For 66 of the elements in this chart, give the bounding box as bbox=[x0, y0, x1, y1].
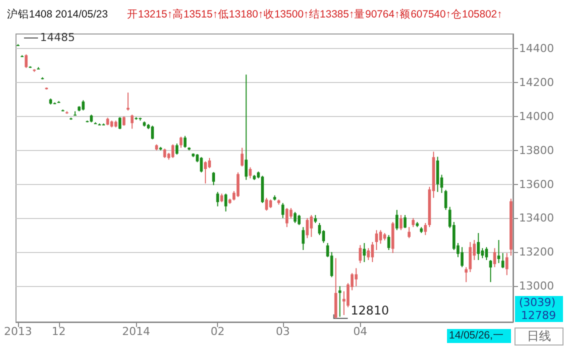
text: (3039) bbox=[519, 296, 556, 309]
candlestick bbox=[240, 147, 244, 167]
candlestick bbox=[371, 242, 374, 263]
candlestick bbox=[354, 268, 358, 287]
candlestick bbox=[200, 156, 203, 173]
candlestick bbox=[184, 135, 186, 148]
text: 日线 bbox=[527, 329, 551, 343]
x-tick-label: 03 bbox=[276, 325, 290, 338]
x-tick-label: 2013 bbox=[4, 325, 32, 338]
candlestick bbox=[379, 230, 382, 244]
chart-title: 沪铝1408 2014/05/23 bbox=[7, 8, 108, 20]
candlestick bbox=[404, 214, 406, 229]
candlestick bbox=[497, 239, 500, 264]
y-tick-label: 13200 bbox=[519, 246, 554, 259]
y-tick-label: 13400 bbox=[519, 212, 554, 225]
candlestick bbox=[310, 214, 313, 238]
candlestick bbox=[171, 144, 174, 158]
candlestick bbox=[298, 214, 301, 226]
candlestick bbox=[208, 157, 211, 169]
y-tick-label: 14000 bbox=[519, 110, 554, 123]
candlestick bbox=[122, 116, 126, 126]
candlestick bbox=[151, 125, 154, 140]
candlestick bbox=[126, 92, 130, 112]
candlestick bbox=[505, 252, 508, 276]
y-tick-label: 13800 bbox=[519, 144, 554, 157]
x-tick-label: 2014 bbox=[122, 325, 150, 338]
candlestick bbox=[485, 246, 488, 261]
text: 14/05/26,一 bbox=[449, 330, 504, 342]
candlestick bbox=[436, 156, 440, 192]
candlestick bbox=[236, 172, 240, 198]
candlestick bbox=[366, 248, 370, 261]
candlestick bbox=[464, 266, 468, 283]
candlestick bbox=[476, 232, 480, 261]
annotation: 14485 bbox=[40, 31, 75, 44]
candlestick bbox=[175, 143, 178, 156]
candlestick bbox=[424, 222, 427, 236]
y-tick-label: 13000 bbox=[519, 280, 554, 293]
candlestick bbox=[489, 260, 492, 283]
candlestick bbox=[294, 211, 296, 224]
candlestick bbox=[395, 209, 398, 231]
x-tick-label: 04 bbox=[353, 325, 368, 338]
candlestick bbox=[460, 246, 464, 268]
y-tick-label: 14400 bbox=[519, 42, 554, 55]
candlestick bbox=[493, 248, 496, 268]
annotation: 12810 bbox=[350, 303, 389, 318]
y-tick-label: 13600 bbox=[519, 178, 554, 191]
x-tick-label: 02 bbox=[210, 325, 225, 338]
candlestick bbox=[338, 286, 342, 318]
chart-subtitle: 开13215↑高13515↑低13180↑收13500↑结13385↑量90764↑额607540↑仓105802↑ bbox=[127, 8, 502, 20]
x-tick-label: 12 bbox=[52, 325, 66, 338]
candlestick bbox=[281, 202, 284, 219]
candlestick bbox=[216, 191, 220, 207]
candlestick bbox=[248, 166, 252, 179]
candlestick bbox=[408, 226, 411, 239]
candlestick bbox=[375, 230, 378, 250]
candlestick bbox=[204, 160, 207, 184]
candlestick bbox=[265, 197, 268, 212]
candlestick bbox=[501, 252, 504, 269]
candlestick bbox=[212, 172, 216, 186]
candlestick bbox=[400, 214, 402, 231]
y-tick-label: 14200 bbox=[519, 76, 554, 89]
candlestick bbox=[244, 74, 248, 180]
candlestick bbox=[285, 208, 288, 228]
candlestick bbox=[130, 114, 134, 130]
text: 12789 bbox=[521, 309, 556, 322]
candlestick bbox=[180, 136, 182, 148]
